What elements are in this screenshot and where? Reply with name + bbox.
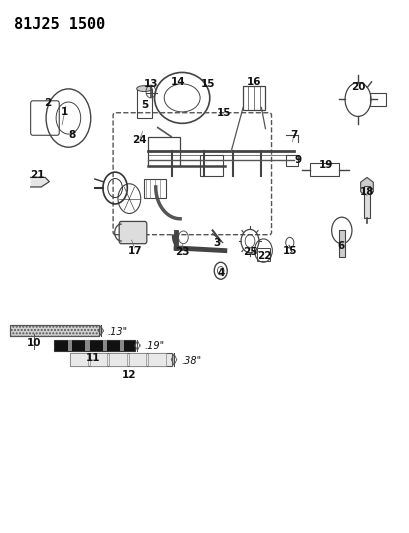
Text: 15: 15	[283, 246, 297, 256]
Text: .19": .19"	[144, 341, 164, 351]
Bar	[339, 230, 345, 257]
Text: 2: 2	[45, 98, 52, 108]
Text: .38": .38"	[181, 356, 201, 366]
Text: 4: 4	[217, 268, 225, 278]
Text: 13: 13	[144, 78, 158, 88]
Bar	[129, 353, 146, 366]
Text: 5: 5	[141, 100, 148, 110]
Bar	[148, 136, 180, 166]
Bar	[137, 88, 152, 118]
Text: 8: 8	[69, 130, 76, 140]
Text: 22: 22	[257, 251, 272, 261]
Text: 24: 24	[132, 135, 147, 146]
Bar	[200, 155, 223, 176]
Bar	[243, 86, 265, 110]
Bar	[310, 163, 339, 176]
Text: 6: 6	[337, 241, 344, 252]
Text: 25: 25	[243, 247, 258, 257]
Text: 20: 20	[352, 82, 366, 92]
Bar	[68, 340, 72, 351]
Bar	[364, 186, 370, 217]
Bar	[90, 353, 107, 366]
Bar	[286, 155, 298, 166]
Polygon shape	[361, 177, 373, 197]
Bar	[9, 325, 99, 336]
Text: 10: 10	[27, 338, 41, 349]
Bar	[110, 353, 126, 366]
Bar	[70, 353, 172, 366]
Text: 81J25 1500: 81J25 1500	[13, 17, 105, 33]
Bar	[257, 248, 270, 261]
Text: 7: 7	[290, 130, 298, 140]
Bar	[144, 179, 166, 198]
Text: 15: 15	[217, 108, 231, 118]
Bar	[54, 340, 135, 351]
Bar	[9, 325, 99, 336]
Bar	[119, 340, 124, 351]
Text: 3: 3	[213, 238, 220, 248]
Bar	[85, 340, 90, 351]
Text: 17: 17	[128, 246, 143, 256]
Text: 21: 21	[30, 171, 45, 180]
Bar	[370, 93, 386, 106]
Text: 11: 11	[85, 353, 100, 362]
Bar	[70, 353, 88, 366]
Ellipse shape	[137, 86, 152, 92]
Text: 9: 9	[294, 156, 301, 165]
Text: .13": .13"	[108, 327, 128, 337]
Text: 15: 15	[200, 78, 215, 88]
Text: 16: 16	[247, 77, 261, 87]
Text: 23: 23	[175, 247, 189, 257]
Bar	[103, 340, 107, 351]
Text: 19: 19	[318, 160, 333, 169]
Text: 12: 12	[122, 370, 137, 380]
Text: 1: 1	[61, 107, 68, 117]
Text: 14: 14	[171, 77, 185, 87]
Polygon shape	[31, 177, 49, 187]
FancyBboxPatch shape	[119, 221, 147, 244]
Bar	[148, 353, 166, 366]
Text: 18: 18	[360, 187, 374, 197]
